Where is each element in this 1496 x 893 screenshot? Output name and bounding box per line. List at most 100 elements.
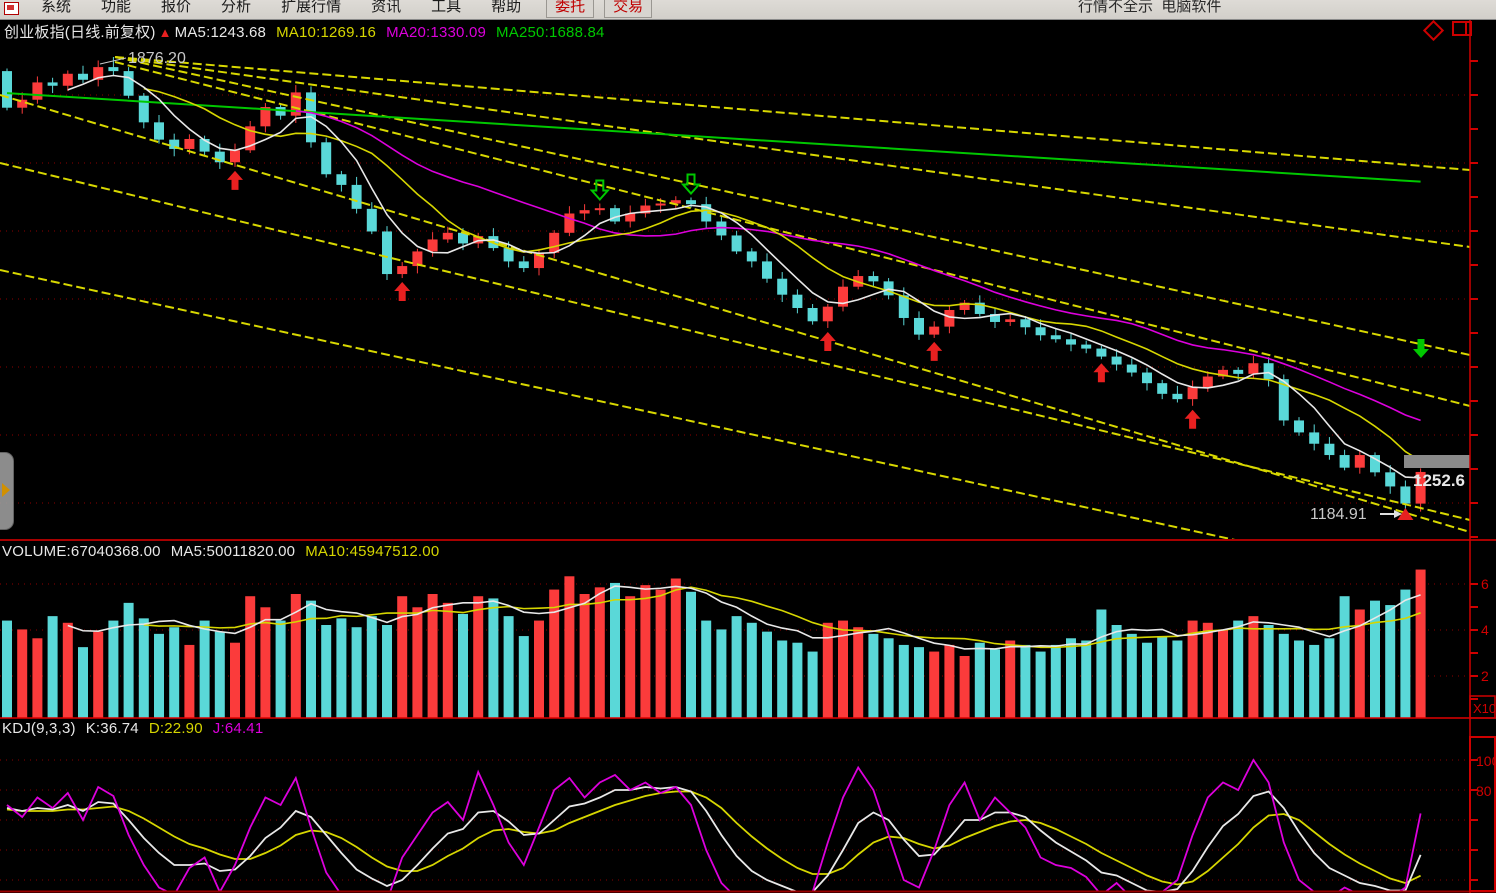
volume-axis-unit: X10 [1473,701,1496,716]
kdj-d-line [6,790,1421,886]
candle-body [351,184,362,209]
volume-bar [1126,633,1137,718]
menu-bar: 系统 功能 报价 分析 扩展行情 资讯 工具 帮助 委托 交易 行情不全示 电脑软件 [0,0,1496,20]
high-price-label: 1876.20 [128,50,186,67]
kdj-k-label: K: [85,720,101,737]
sell-signal-arrow-icon [680,173,702,196]
split-window-icon[interactable] [1452,21,1472,36]
last-price-label: 1252.6 [1413,471,1465,490]
volume-bar [154,633,164,718]
volume-bar [184,644,195,718]
candle-body [245,126,256,151]
candle-body [610,208,620,222]
menu-item[interactable]: 功能 [101,0,132,15]
volume-unit-box [1469,695,1496,719]
candle-body [397,266,408,275]
volume-bar [17,629,28,718]
candle-body [17,99,28,108]
volume-bar [1172,640,1183,718]
kdj-axis-label: 100 [1476,753,1496,769]
candle-body [32,82,43,100]
menu-item[interactable]: 系统 [41,0,72,15]
volume-ma5-label: MA5: [170,543,207,560]
volume-bar [898,644,909,718]
volume-bar [625,596,636,718]
candle-body [1081,344,1092,349]
candle-body [1248,363,1259,374]
candle-body [138,95,149,123]
volume-ma10-line [143,586,1421,649]
candle-body [123,71,134,96]
candle-body [579,210,590,214]
volume-header: VOLUME:67040368.00 MA5:50011820.00 MA10:45… [2,543,439,560]
ma250-line [6,92,1421,183]
candle-body [1157,383,1168,394]
menu-item[interactable]: 扩展行情 [281,0,342,15]
volume-bar [731,616,742,718]
trendline [114,56,1470,248]
volume-axis-label: 2 [1481,668,1489,684]
candle-body [275,107,286,116]
menu-item[interactable]: 工具 [431,0,462,15]
candle-body [78,73,88,80]
menu-item-boxed[interactable]: 交易 [604,0,653,18]
volume-bar [701,620,712,718]
kdj-d-label: D: [148,720,165,737]
buy-signal-arrow-icon [394,282,411,302]
volume-bar [792,642,803,718]
volume-bar [1157,636,1168,718]
ma5-label: MA5: [174,24,211,41]
candle-body [1339,455,1350,468]
candle-body [549,232,560,253]
volume-bar [1309,644,1320,718]
last-price-tag [1404,455,1470,468]
candle-body [838,286,848,307]
ma250-value: 1688.84 [548,24,605,41]
volume-bar [1233,620,1244,718]
volume-axis-label: 4 [1481,622,1489,638]
candle-body [1218,369,1228,377]
candle-body [534,252,544,269]
diamond-icon[interactable] [1422,19,1445,42]
candle-body [230,150,240,163]
candle-body [640,205,651,214]
price-pane[interactable]: 1876.20 1184.91 1252.6 [0,50,1470,540]
candle-body [442,232,453,240]
candle-body [1354,455,1365,468]
menu-bar-items: 系统 功能 报价 分析 扩展行情 资讯 工具 帮助 委托 交易 [26,0,653,19]
volume-bar [534,620,544,718]
low-label-arrowhead-icon [1394,510,1402,518]
candle-body [1400,486,1411,504]
low-point-triangle-icon [1397,508,1414,520]
menu-item[interactable]: 报价 [161,0,192,15]
volume-bar [123,602,134,718]
candle-body [822,306,833,322]
kdj-pane[interactable] [0,758,1470,893]
menu-item[interactable]: 分析 [221,0,252,15]
candle-body [412,251,423,267]
candle-body [473,236,484,244]
volume-pane[interactable] [0,569,1470,718]
menu-item[interactable]: 帮助 [491,0,522,15]
trendline [114,56,1470,356]
menu-item-boxed[interactable]: 委托 [546,0,595,18]
expand-arrow-icon [2,483,10,497]
volume-bar [290,594,301,718]
volume-bar [944,644,955,718]
volume-bar [1400,589,1411,718]
menu-item[interactable]: 资讯 [371,0,402,15]
candle-body [108,67,119,72]
volume-bar [838,620,848,718]
buy-signal-arrow-icon [1184,409,1201,429]
volume-bar [610,582,620,718]
volume-bar [670,578,681,718]
kdj-j-label: J: [212,720,225,737]
volume-bar [777,640,788,718]
left-panel-expander[interactable] [0,452,14,530]
main-chart-header: 创业板指(日线.前复权) ▲ MA5:1243.68 MA10:1269.16 MA20… [4,21,605,42]
volume-bar [199,620,210,718]
high-label-pointer [99,57,127,65]
volume-value: 67040368.00 [70,543,161,560]
candle-body [1309,432,1320,444]
